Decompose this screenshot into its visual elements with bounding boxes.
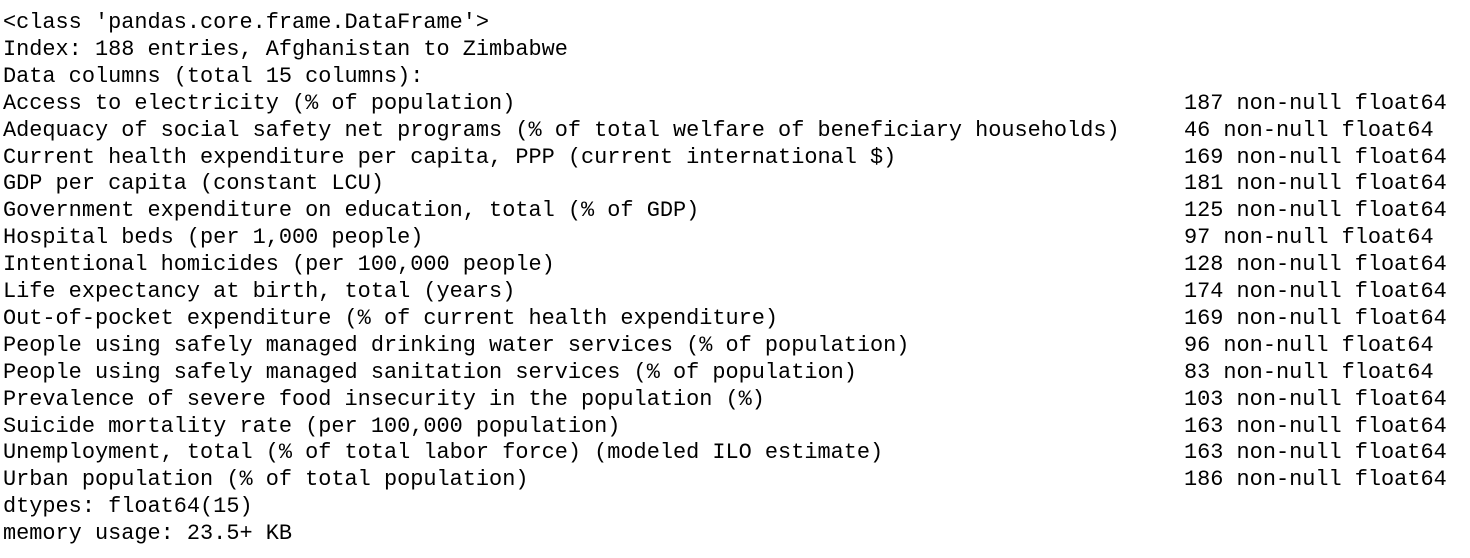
non-null-label: non-null	[1236, 440, 1342, 466]
column-dtype: float64	[1341, 117, 1434, 143]
non-null-count: 186	[1184, 467, 1224, 493]
non-null-count: 125	[1184, 198, 1224, 224]
column-info: 125 non-null float64	[1184, 197, 1447, 224]
non-null-count: 128	[1184, 252, 1224, 278]
column-dtype: float64	[1354, 279, 1447, 304]
memory-line: memory usage: 23.5+ KB	[3, 521, 293, 547]
non-null-label: non-null	[1236, 386, 1342, 412]
column-name: Government expenditure on education, tot…	[3, 198, 700, 224]
non-null-count: 169	[1184, 144, 1224, 170]
non-null-label: non-null	[1236, 467, 1342, 493]
non-null-label: non-null	[1236, 279, 1342, 304]
non-null-count: 83	[1184, 359, 1211, 385]
non-null-label: non-null	[1236, 90, 1342, 116]
column-info: 181 non-null float64	[1184, 170, 1447, 197]
non-null-count: 163	[1184, 440, 1224, 466]
column-dtype: float64	[1341, 225, 1434, 251]
non-null-count: 96	[1184, 332, 1211, 358]
column-name: Prevalence of severe food insecurity in …	[3, 386, 765, 412]
column-info: 103 non-null float64	[1184, 386, 1447, 413]
column-name: Out-of-pocket expenditure (% of current …	[3, 305, 779, 331]
columns-line: Data columns (total 15 columns):	[3, 63, 424, 89]
column-name: Urban population (% of total population)	[3, 467, 529, 493]
column-info: 163 non-null float64	[1184, 439, 1447, 466]
non-null-label: non-null	[1236, 305, 1342, 331]
non-null-label: non-null	[1236, 413, 1342, 439]
column-name: People using safely managed sanitation s…	[3, 359, 857, 385]
column-info: 97 non-null float64	[1184, 224, 1434, 251]
column-name: People using safely managed drinking wat…	[3, 332, 910, 358]
dtypes-line: dtypes: float64(15)	[3, 494, 253, 520]
column-name: Hospital beds (per 1,000 people)	[3, 225, 424, 251]
column-dtype: float64	[1354, 171, 1447, 197]
column-info: 46 non-null float64	[1184, 117, 1434, 144]
non-null-label: non-null	[1236, 144, 1342, 170]
non-null-count: 46	[1184, 117, 1211, 143]
column-dtype: float64	[1354, 198, 1447, 224]
column-info: 169 non-null float64	[1184, 305, 1447, 332]
non-null-count: 181	[1184, 171, 1224, 197]
column-info: 169 non-null float64	[1184, 144, 1447, 171]
class-line: <class 'pandas.core.frame.DataFrame'>	[3, 10, 490, 35]
column-info: 187 non-null float64	[1184, 90, 1447, 117]
non-null-label: non-null	[1236, 198, 1342, 224]
column-name: Intentional homicides (per 100,000 peopl…	[3, 252, 555, 278]
non-null-count: 97	[1184, 225, 1211, 251]
column-dtype: float64	[1354, 467, 1447, 493]
column-name: Life expectancy at birth, total (years)	[3, 279, 516, 304]
column-dtype: float64	[1341, 332, 1434, 358]
non-null-count: 174	[1184, 279, 1224, 304]
column-info: 83 non-null float64	[1184, 359, 1434, 386]
column-dtype: float64	[1354, 440, 1447, 466]
column-dtype: float64	[1354, 386, 1447, 412]
non-null-label: non-null	[1223, 359, 1329, 385]
column-name: Access to electricity (% of population)	[3, 90, 516, 116]
column-dtype: float64	[1354, 144, 1447, 170]
non-null-count: 163	[1184, 413, 1224, 439]
column-info: 186 non-null float64	[1184, 466, 1447, 493]
column-info: 163 non-null float64	[1184, 413, 1447, 440]
column-name: Suicide mortality rate (per 100,000 popu…	[3, 413, 621, 439]
column-dtype: float64	[1354, 305, 1447, 331]
column-name: Adequacy of social safety net programs (…	[3, 117, 1120, 143]
column-dtype: float64	[1354, 90, 1447, 116]
column-info: 174 non-null float64	[1184, 278, 1447, 305]
non-null-count: 187	[1184, 90, 1224, 116]
column-dtype: float64	[1341, 359, 1434, 385]
column-dtype: float64	[1354, 413, 1447, 439]
non-null-label: non-null	[1236, 252, 1342, 278]
non-null-count: 103	[1184, 386, 1224, 412]
non-null-count: 169	[1184, 305, 1224, 331]
non-null-label: non-null	[1236, 171, 1342, 197]
column-dtype: float64	[1354, 252, 1447, 278]
column-info: 96 non-null float64	[1184, 332, 1434, 359]
non-null-label: non-null	[1223, 225, 1329, 251]
column-name: Unemployment, total (% of total labor fo…	[3, 440, 884, 466]
non-null-label: non-null	[1223, 117, 1329, 143]
column-name: GDP per capita (constant LCU)	[3, 171, 384, 197]
column-info: 128 non-null float64	[1184, 251, 1447, 278]
non-null-label: non-null	[1223, 332, 1329, 358]
index-line: Index: 188 entries, Afghanistan to Zimba…	[3, 36, 568, 62]
column-name: Current health expenditure per capita, P…	[3, 144, 897, 170]
